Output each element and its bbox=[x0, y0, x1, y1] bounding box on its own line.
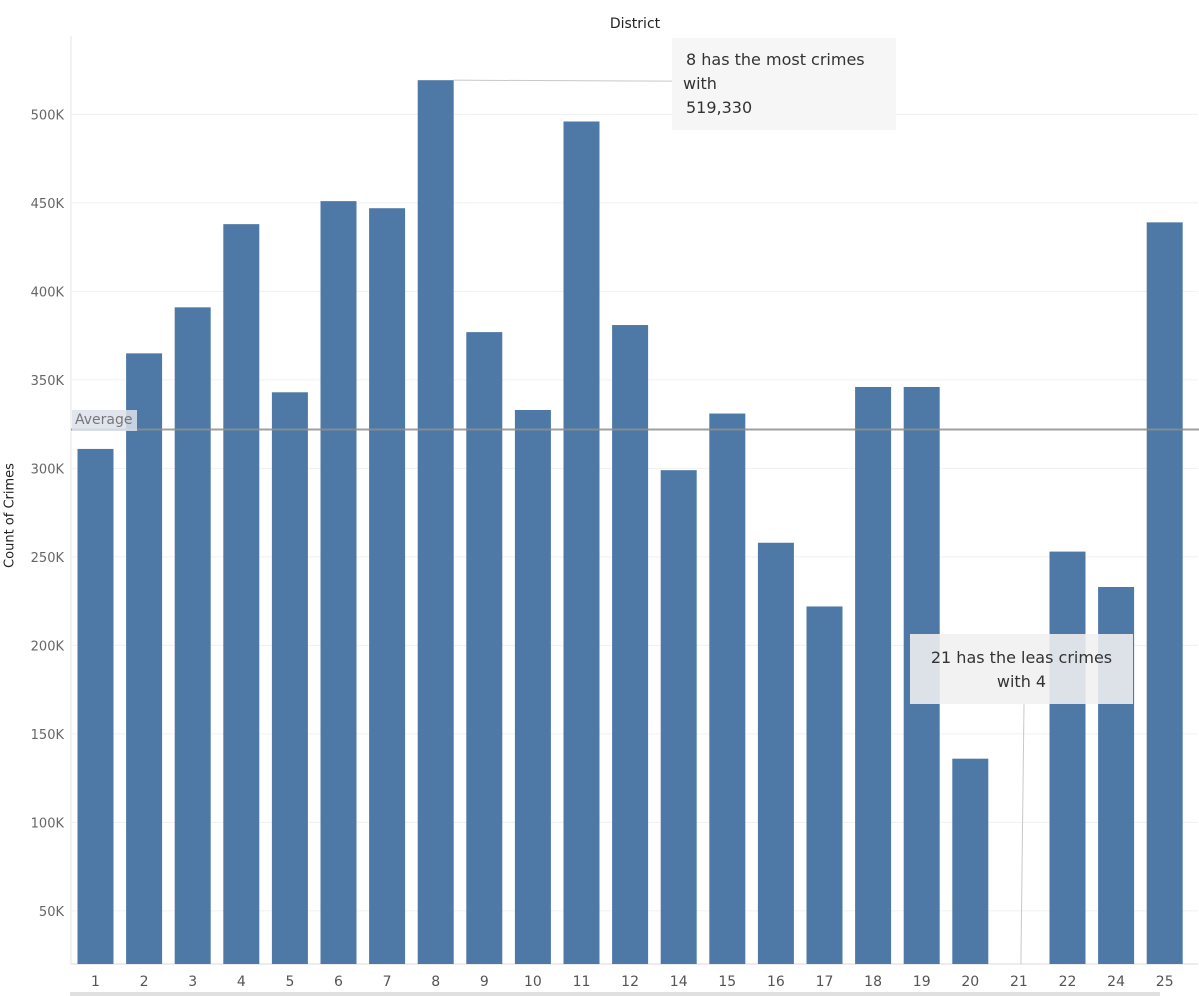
bar bbox=[417, 80, 454, 964]
x-axis-ticks: 1 2 3 4 5 6 7 8 9 10 11 12 14 15 16 17 18 19 20 21 22 24 25 bbox=[91, 974, 1174, 990]
x-tick-label: 22 bbox=[1059, 974, 1077, 990]
bar bbox=[806, 606, 843, 964]
x-tick-label: 10 bbox=[524, 974, 542, 990]
bar bbox=[320, 201, 357, 964]
bars bbox=[77, 80, 1183, 965]
max-annotation-line-2: with bbox=[683, 74, 717, 93]
x-tick-label: 15 bbox=[718, 974, 736, 990]
x-tick-label: 7 bbox=[383, 974, 392, 990]
x-tick-label: 17 bbox=[816, 974, 834, 990]
bar bbox=[1146, 222, 1183, 964]
bar bbox=[466, 332, 503, 964]
bar bbox=[709, 413, 746, 964]
x-tick-label: 8 bbox=[431, 974, 440, 990]
x-tick-label: 19 bbox=[913, 974, 931, 990]
x-tick-label: 4 bbox=[237, 974, 246, 990]
x-tick-label: 18 bbox=[864, 974, 882, 990]
x-tick-label: 12 bbox=[621, 974, 639, 990]
average-label: Average bbox=[72, 410, 137, 431]
x-tick-label: 5 bbox=[285, 974, 294, 990]
bar bbox=[855, 386, 892, 965]
bar bbox=[369, 208, 406, 964]
x-tick-label: 1 bbox=[91, 974, 100, 990]
bar bbox=[77, 448, 114, 964]
y-tick-label: 200K bbox=[31, 639, 65, 654]
y-tick-label: 250K bbox=[31, 551, 65, 566]
y-tick-label: 450K bbox=[31, 197, 65, 212]
bar bbox=[563, 121, 600, 965]
bar bbox=[1049, 551, 1086, 964]
min-annotation-line-1: 21 has the leas crimes bbox=[930, 648, 1113, 667]
x-tick-label: 11 bbox=[573, 974, 591, 990]
x-tick-label: 21 bbox=[1010, 974, 1028, 990]
annotation-leaders bbox=[453, 79, 1025, 965]
max-annotation-line-3: 519,330 bbox=[686, 98, 753, 117]
max-annotation: 8 has the most crimes with 519,330 bbox=[672, 38, 896, 130]
x-tick-label: 9 bbox=[480, 974, 489, 990]
bar bbox=[514, 409, 551, 964]
min-annotation-leader bbox=[1020, 703, 1025, 965]
bar bbox=[126, 353, 163, 965]
x-tick-label: 3 bbox=[188, 974, 197, 990]
x-tick-label: 24 bbox=[1107, 974, 1125, 990]
y-axis-label: Count of Crimes bbox=[2, 463, 18, 568]
y-tick-label: 500K bbox=[31, 108, 65, 123]
bar bbox=[174, 307, 211, 965]
min-annotation: 21 has the leas crimes with 4 bbox=[910, 634, 1133, 704]
chart-title: District bbox=[609, 16, 661, 32]
bar bbox=[660, 470, 697, 964]
y-tick-label: 50K bbox=[39, 905, 65, 920]
y-tick-label: 100K bbox=[31, 816, 65, 831]
bar bbox=[612, 325, 649, 964]
x-tick-label: 16 bbox=[767, 974, 785, 990]
y-tick-label: 300K bbox=[31, 462, 65, 477]
max-annotation-line-1: 8 has the most crimes bbox=[686, 50, 865, 69]
bar bbox=[952, 758, 989, 964]
x-tick-label: 2 bbox=[140, 974, 149, 990]
y-tick-label: 350K bbox=[31, 374, 65, 389]
y-tick-label: 400K bbox=[31, 285, 65, 300]
x-tick-label: 6 bbox=[334, 974, 343, 990]
bar bbox=[757, 542, 794, 964]
max-annotation-leader bbox=[453, 79, 673, 82]
y-tick-label: 150K bbox=[31, 728, 65, 743]
x-tick-label: 25 bbox=[1156, 974, 1174, 990]
horizontal-scrollbar[interactable] bbox=[70, 992, 1160, 996]
y-axis-ticks: 50K 100K 150K 200K 250K 300K 350K 400K 450K 500K bbox=[31, 108, 65, 920]
x-tick-label: 14 bbox=[670, 974, 688, 990]
bar bbox=[223, 224, 260, 964]
bar bbox=[271, 392, 308, 964]
min-annotation-line-2: with 4 bbox=[996, 672, 1047, 691]
x-tick-label: 20 bbox=[961, 974, 979, 990]
